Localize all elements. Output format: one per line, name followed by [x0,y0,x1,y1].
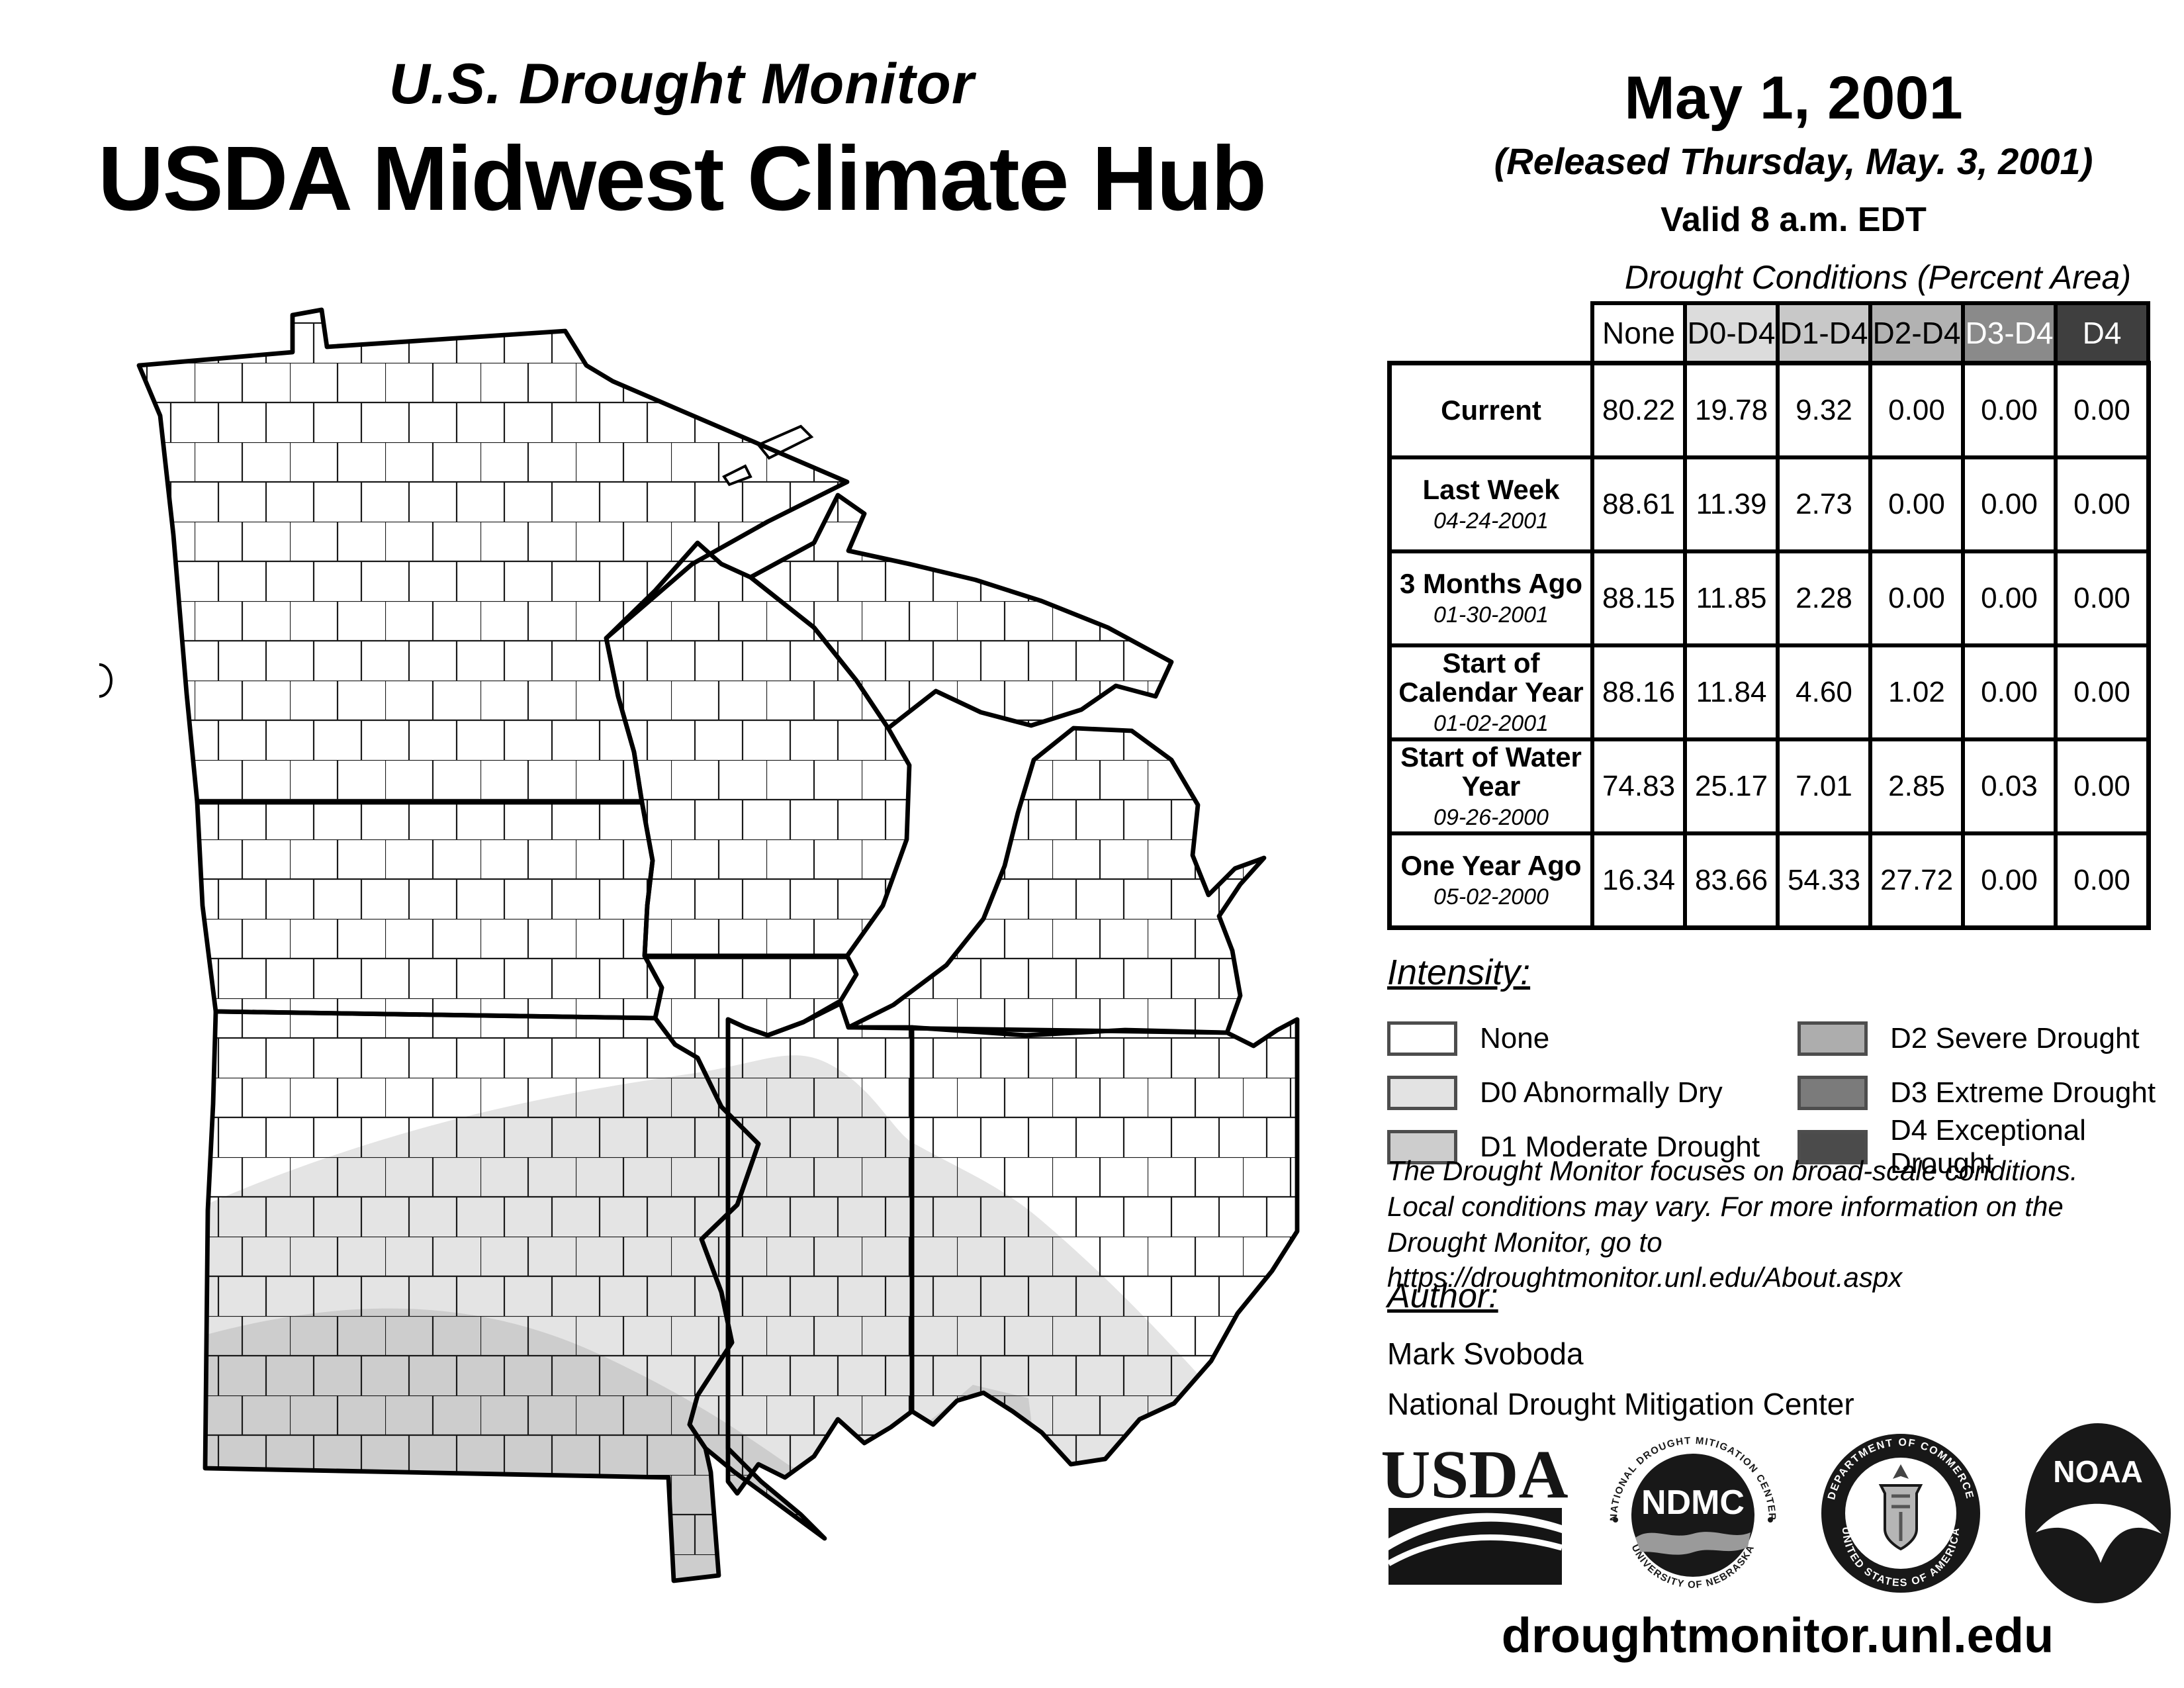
table-value: 2.28 [1780,553,1868,643]
ndmc-wave-shape [1635,1532,1751,1555]
table-value: 19.78 [1687,365,1776,455]
author-heading: Author: [1387,1277,1498,1315]
title-block: U.S. Drought Monitor USDA Midwest Climat… [73,52,1291,232]
legend-heading: Intensity: [1387,953,1531,992]
legend-item-d3: D3 Extreme Drought [1797,1066,2181,1120]
table-value: 0.00 [2058,459,2146,549]
table-value: 80.22 [1594,365,1683,455]
column-header-d1-d4: D1-D4 [1780,305,1868,361]
table-value: 0.00 [1965,553,2054,643]
midwest-county-map [86,283,1343,1634]
table-value: 88.15 [1594,553,1683,643]
table-value: 11.39 [1687,459,1776,549]
table-value: 0.00 [2058,365,2146,455]
table-value: 16.34 [1594,835,1683,925]
column-header-d2-d4: D2-D4 [1872,305,1961,361]
table-value: 2.85 [1872,741,1961,831]
legend-item-d1: D1 Moderate Drought [1387,1120,1797,1174]
commerce-seal-logo: DEPARTMENT OF COMMERCE UNITED STATES OF … [1821,1434,1980,1593]
table-caption: Drought Conditions (Percent Area) [1624,259,2131,296]
legend-grid: None D0 Abnormally Dry D1 Moderate Droug… [1387,1011,2181,1180]
disclaimer-url-line: Drought Monitor, go to https://droughtmo… [1387,1226,1903,1293]
table-row-label: Current [1392,365,1590,455]
table-value: 88.61 [1594,459,1683,549]
ndmc-logo: NATIONAL DROUGHT MITIGATION CENTER UNIVE… [1608,1435,1777,1591]
table-value: 74.83 [1594,741,1683,831]
table-value: 25.17 [1687,741,1776,831]
table-value: 0.00 [1872,553,1961,643]
table-value: 11.85 [1687,553,1776,643]
report-supertitle: U.S. Drought Monitor [388,52,975,116]
legend-swatch-d4 [1797,1130,1868,1164]
table-row-label: One Year Ago 05-02-2000 [1392,835,1590,925]
footer-url: droughtmonitor.unl.edu [1501,1608,2054,1663]
author-block: Author: Mark Svoboda National Drought Mi… [1387,1276,2168,1422]
commerce-eagle-shape [1892,1464,1909,1479]
agency-logo-row: USDA NATIONAL DROUGHT MITIGATION CENTER … [1381,1421,2175,1606]
author-organization: National Drought Mitigation Center [1387,1387,1854,1421]
drought-table-header: None D0-D4 D1-D4 D2-D4 D3-D4 D4 [1590,301,2150,361]
table-value: 0.00 [1965,365,2054,455]
legend-swatch-d3 [1797,1076,1868,1110]
table-value: 0.03 [1965,741,2054,831]
noaa-bird-shape [2035,1503,2161,1563]
table-value: 0.00 [2058,647,2146,737]
drought-map [86,283,1343,1634]
legend-item-d2: D2 Severe Drought [1797,1011,2181,1066]
table-row-label: Start of Calendar Year 01-02-2001 [1392,647,1590,737]
table-value: 0.00 [2058,835,2146,925]
legend-swatch-d0 [1387,1076,1457,1110]
page-title: USDA Midwest Climate Hub [97,128,1267,230]
table-value: 0.00 [1965,647,2054,737]
table-value: 0.00 [1872,365,1961,455]
table-value: 27.72 [1872,835,1961,925]
drought-table: Current 80.22 19.78 9.32 0.00 0.00 0.00 … [1387,361,2151,930]
table-value: 2.73 [1780,459,1868,549]
table-value: 11.84 [1687,647,1776,737]
table-row-label: Start of Water Year 09-26-2000 [1392,741,1590,831]
date-block: May 1, 2001 (Released Thursday, May. 3, … [1416,64,2171,240]
column-header-none: None [1594,305,1683,361]
ndmc-logo-text: NDMC [1641,1483,1745,1522]
author-name: Mark Svoboda [1387,1336,1584,1371]
table-value: 83.66 [1687,835,1776,925]
table-value: 1.02 [1872,647,1961,737]
legend-item-none: None [1387,1011,1797,1066]
table-value: 0.00 [1965,459,2054,549]
legend-swatch-none [1387,1021,1457,1056]
table-value: 7.01 [1780,741,1868,831]
intensity-legend: Intensity: None D0 Abnormally Dry D1 Mod… [1387,952,2181,1180]
legend-item-d0: D0 Abnormally Dry [1387,1066,1797,1120]
legend-swatch-d2 [1797,1021,1868,1056]
column-header-d4: D4 [2058,305,2146,361]
legend-swatch-d1 [1387,1130,1457,1164]
county-grid [139,310,1297,1581]
column-header-d3-d4: D3-D4 [1965,305,2054,361]
table-value: 88.16 [1594,647,1683,737]
table-value: 0.00 [2058,741,2146,831]
noaa-logo: NOAA [2025,1423,2171,1603]
usda-logo: USDA [1381,1436,1569,1585]
table-value: 54.33 [1780,835,1868,925]
released-date: (Released Thursday, May. 3, 2001) [1494,140,2093,182]
legend-item-d4: D4 Exceptional Drought [1797,1114,2181,1180]
table-row-label: 3 Months Ago 01-30-2001 [1392,553,1590,643]
table-value: 0.00 [2058,553,2146,643]
valid-time: Valid 8 a.m. EDT [1661,201,1927,239]
table-value: 9.32 [1780,365,1868,455]
table-value: 0.00 [1872,459,1961,549]
map-date: May 1, 2001 [1624,64,1963,132]
disclaimer-text: The Drought Monitor focuses on broad-sca… [1387,1153,2168,1295]
table-value: 0.00 [1965,835,2054,925]
column-header-d0-d4: D0-D4 [1687,305,1776,361]
usda-logo-text: USDA [1381,1436,1568,1513]
table-row-label: Last Week 04-24-2001 [1392,459,1590,549]
noaa-logo-text: NOAA [2053,1454,2142,1489]
table-value: 4.60 [1780,647,1868,737]
